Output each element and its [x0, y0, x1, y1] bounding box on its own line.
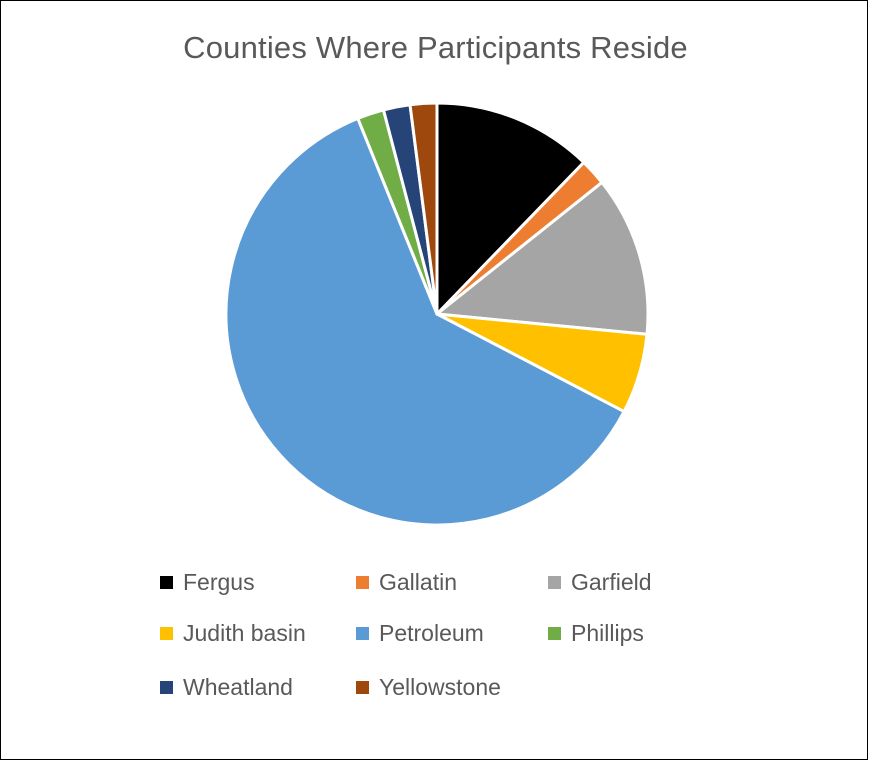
legend-swatch-petroleum — [356, 626, 369, 640]
legend-item-judith-basin: Judith basin — [160, 613, 306, 653]
legend-item-gallatin: Gallatin — [356, 562, 457, 602]
pie-slice-petroleum — [224, 116, 626, 527]
pie-chart — [224, 101, 650, 527]
legend-item-petroleum: Petroleum — [356, 613, 484, 653]
legend-label-gallatin: Gallatin — [379, 568, 457, 595]
pie-slice-garfield — [435, 180, 650, 336]
legend-label-wheatland: Wheatland — [183, 673, 293, 700]
legend-swatch-gallatin — [356, 575, 369, 589]
legend-swatch-judith-basin — [160, 626, 173, 640]
legend-label-garfield: Garfield — [571, 568, 652, 595]
legend-swatch-yellowstone — [356, 680, 369, 694]
legend-label-phillips: Phillips — [571, 619, 644, 646]
legend-label-judith-basin: Judith basin — [183, 619, 306, 646]
legend-item-yellowstone: Yellowstone — [356, 667, 501, 707]
legend-swatch-wheatland — [160, 680, 173, 694]
legend-swatch-phillips — [548, 626, 561, 640]
legend-label-yellowstone: Yellowstone — [379, 673, 501, 700]
legend-swatch-garfield — [548, 575, 561, 589]
legend-item-fergus: Fergus — [160, 562, 255, 602]
legend-item-phillips: Phillips — [548, 613, 644, 653]
legend-label-fergus: Fergus — [183, 568, 255, 595]
legend-item-garfield: Garfield — [548, 562, 652, 602]
legend-item-wheatland: Wheatland — [160, 667, 293, 707]
legend-swatch-fergus — [160, 575, 173, 589]
pie-slice-fergus — [435, 101, 586, 316]
legend-label-petroleum: Petroleum — [379, 619, 484, 646]
chart-title: Counties Where Participants Reside — [183, 30, 688, 65]
pie-slice-yellowstone — [408, 101, 439, 316]
